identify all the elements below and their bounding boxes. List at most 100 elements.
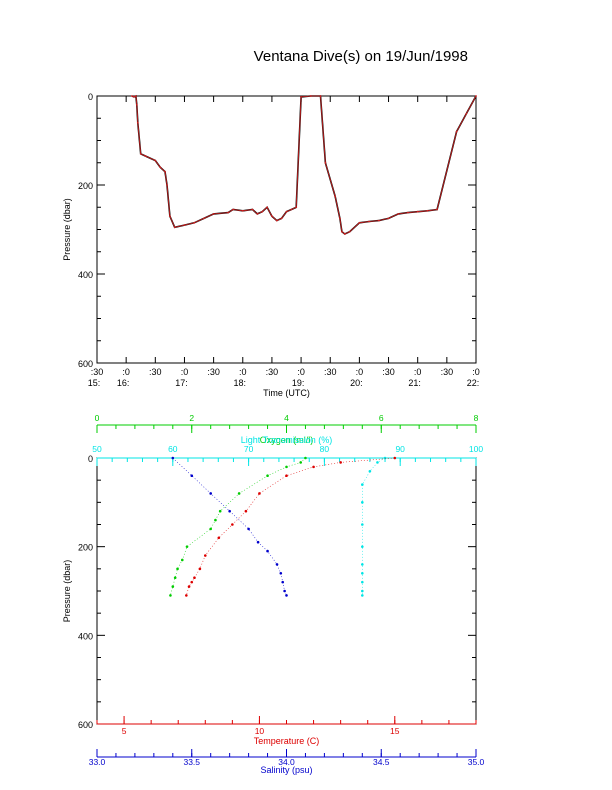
top-series-point bbox=[334, 195, 336, 198]
temperature-tick-label: 10 bbox=[255, 726, 265, 736]
profile-point bbox=[190, 580, 194, 584]
top-x-tick-label-minutes: :30 bbox=[207, 367, 220, 377]
top-x-tick-label-minutes: :30 bbox=[266, 367, 279, 377]
top-x-tick-label-minutes: :0 bbox=[472, 367, 480, 377]
top-series-point bbox=[134, 95, 137, 97]
profile-point bbox=[180, 558, 184, 562]
top-x-tick-label-minutes: :30 bbox=[149, 367, 162, 377]
light-transmission-tick-label: 90 bbox=[395, 444, 405, 454]
top-series-point bbox=[133, 95, 135, 98]
profile-point bbox=[244, 509, 248, 513]
profile-point bbox=[393, 456, 397, 460]
light-transmission-tick-label: 60 bbox=[168, 444, 178, 454]
top-series-point bbox=[212, 213, 215, 215]
profile-point bbox=[176, 567, 179, 571]
top-series-point bbox=[368, 220, 371, 223]
profile-point bbox=[190, 474, 194, 478]
top-series-point bbox=[343, 233, 346, 235]
top-series-point bbox=[136, 121, 139, 124]
profile-trace-0 bbox=[170, 457, 306, 596]
oxygen-tick-label: 8 bbox=[474, 413, 479, 423]
light-transmission-tick-label: 70 bbox=[244, 444, 254, 454]
top-y-tick-label: 200 bbox=[78, 181, 93, 191]
salinity-tick-label: 33.5 bbox=[183, 757, 200, 767]
top-x-tick-label-hour: 19: bbox=[292, 378, 305, 388]
profile-point bbox=[285, 474, 288, 478]
profile-point bbox=[203, 554, 207, 557]
top-series-line-shadow-0 bbox=[131, 94, 477, 235]
profile-point bbox=[361, 589, 364, 593]
top-x-tick-label-minutes: :0 bbox=[239, 367, 247, 377]
top-series-point bbox=[280, 217, 283, 220]
top-series-point bbox=[256, 213, 259, 215]
profile-point bbox=[173, 576, 177, 579]
top-series-point bbox=[340, 230, 343, 233]
top-series-point bbox=[285, 210, 288, 213]
top-series-point bbox=[465, 112, 468, 115]
top-x-tick-label-minutes: :30 bbox=[382, 367, 395, 377]
top-x-tick-label-minutes: :30 bbox=[441, 367, 454, 377]
top-series-point bbox=[193, 221, 196, 224]
top-series-point bbox=[266, 206, 268, 209]
top-series-point bbox=[339, 217, 341, 220]
profile-point bbox=[368, 470, 372, 473]
top-x-tick-label-minutes: :0 bbox=[181, 367, 189, 377]
top-series-point bbox=[475, 95, 477, 97]
profile-point bbox=[266, 474, 269, 478]
profile-point bbox=[231, 523, 234, 526]
bottom-y-tick-label: 200 bbox=[78, 543, 93, 553]
top-series-point bbox=[139, 152, 142, 155]
top-series-point bbox=[377, 219, 380, 222]
profile-point bbox=[209, 492, 212, 495]
top-series-point bbox=[144, 155, 147, 157]
top-x-tick-label-hour: 17: bbox=[175, 378, 188, 388]
top-series-point bbox=[426, 209, 429, 212]
top-series-point bbox=[251, 208, 254, 211]
profile-point bbox=[275, 563, 279, 566]
top-y-axis-label: Pressure (dbar) bbox=[62, 198, 72, 261]
bottom-y-tick-label: 600 bbox=[78, 720, 93, 730]
profile-trace-2 bbox=[186, 457, 395, 596]
bottom-y-tick-label: 400 bbox=[78, 631, 93, 641]
profile-point bbox=[283, 589, 286, 593]
top-series-point bbox=[300, 95, 302, 98]
top-series-point bbox=[275, 219, 278, 222]
bottom-y-tick-label: 0 bbox=[88, 454, 93, 464]
profile-point bbox=[285, 465, 288, 469]
top-series-point bbox=[290, 208, 293, 211]
profile-point bbox=[256, 540, 260, 544]
profile-point bbox=[185, 594, 188, 597]
salinity-axis-label: Salinity (psu) bbox=[260, 765, 312, 775]
profile-point bbox=[312, 465, 315, 469]
profile-point bbox=[361, 523, 364, 526]
oxygen-tick-label: 4 bbox=[284, 413, 289, 423]
top-series-point bbox=[166, 184, 168, 186]
profile-point bbox=[237, 492, 241, 495]
top-series-point bbox=[295, 206, 298, 209]
temperature-tick-label: 5 bbox=[122, 726, 127, 736]
profile-point bbox=[376, 461, 379, 464]
top-series-point bbox=[407, 211, 409, 214]
top-y-tick-label: 600 bbox=[78, 359, 93, 369]
top-series-point bbox=[416, 210, 419, 213]
top-x-tick-label-minutes: :0 bbox=[122, 367, 130, 377]
top-y-tick-label: 400 bbox=[78, 270, 93, 280]
profile-point bbox=[281, 580, 285, 584]
profile-point bbox=[339, 461, 342, 464]
profile-point bbox=[361, 545, 364, 548]
profile-point bbox=[169, 594, 172, 597]
top-series-point bbox=[135, 104, 138, 106]
top-series-point bbox=[397, 213, 400, 215]
top-series-line-0 bbox=[131, 95, 477, 235]
top-series-point bbox=[271, 215, 273, 218]
top-x-tick-label-hour: 20: bbox=[350, 378, 363, 388]
top-series-point bbox=[173, 226, 176, 229]
profile-point bbox=[171, 456, 175, 460]
top-x-tick-label-hour: 21: bbox=[408, 378, 421, 388]
top-series-point bbox=[164, 170, 166, 173]
top-series-point bbox=[131, 95, 133, 97]
profile-point bbox=[258, 492, 261, 495]
top-x-axis-label: Time (UTC) bbox=[263, 388, 310, 398]
